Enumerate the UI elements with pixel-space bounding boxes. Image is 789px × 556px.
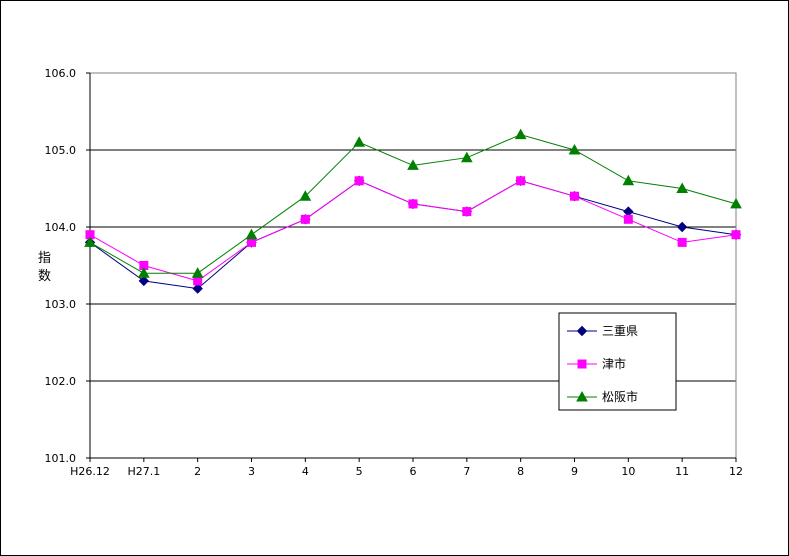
data-point	[460, 151, 473, 163]
legend-label: 松阪市	[602, 389, 638, 404]
legend-marker	[577, 359, 587, 369]
x-tick-label: 6	[410, 465, 417, 478]
x-tick-label: 10	[621, 465, 635, 478]
data-point	[84, 236, 96, 247]
data-point	[568, 143, 581, 155]
data-point	[731, 230, 741, 240]
x-tick-label: H26.12	[70, 465, 110, 478]
x-tick-label: 3	[248, 465, 255, 478]
data-point	[354, 176, 364, 186]
x-tick-label: 11	[675, 465, 689, 478]
data-point	[191, 267, 204, 278]
y-tick-label: 106.0	[45, 67, 77, 80]
y-tick-label: 101.0	[45, 452, 77, 465]
y-axis-label-char: 数	[38, 269, 51, 284]
y-axis-label: 指数	[38, 251, 51, 284]
series-group	[84, 128, 742, 294]
y-tick-label: 105.0	[45, 144, 77, 157]
y-axis: 101.0 102.0 103.0 104.0 105.0 106.0	[45, 67, 91, 465]
x-tick-label: 4	[302, 465, 309, 478]
data-point	[299, 190, 312, 201]
data-point	[462, 207, 472, 217]
y-tick-label: 102.0	[45, 375, 77, 388]
x-tick-label: 2	[194, 465, 201, 478]
series-2	[84, 128, 742, 278]
data-point	[193, 276, 203, 286]
legend-entry: 三重県	[567, 324, 638, 338]
legend-marker	[576, 390, 588, 402]
x-axis: H26.12 H27.1 2 3 4 5 6 7 8 9 10 11 12	[70, 457, 743, 478]
data-point	[516, 176, 526, 186]
x-tick-label: H27.1	[127, 465, 160, 478]
data-point	[138, 275, 150, 287]
data-point	[353, 136, 366, 147]
x-tick-label: 7	[463, 465, 470, 478]
data-point	[514, 128, 527, 140]
legend-label: 三重県	[602, 324, 638, 338]
data-point	[408, 199, 418, 209]
x-tick-label: 8	[517, 465, 524, 478]
data-point	[570, 191, 579, 201]
legend-label: 津市	[602, 356, 626, 371]
data-point	[677, 237, 687, 247]
data-point	[676, 182, 689, 193]
data-point	[192, 283, 203, 294]
data-point	[407, 159, 419, 170]
data-point	[137, 267, 150, 278]
data-point	[676, 221, 688, 233]
x-tick-label: 9	[571, 465, 578, 478]
data-point	[247, 237, 256, 247]
legend-entry: 津市	[567, 356, 626, 371]
y-tick-label: 104.0	[45, 221, 77, 234]
y-axis-label-char: 指	[38, 251, 51, 266]
data-point	[730, 197, 742, 209]
legend-entry: 松阪市	[567, 389, 638, 404]
data-point	[245, 228, 258, 240]
series-1	[85, 176, 741, 286]
data-point	[300, 214, 310, 224]
x-tick-label: 12	[729, 465, 743, 478]
data-point	[622, 174, 635, 186]
y-tick-label: 103.0	[45, 298, 77, 311]
data-point	[623, 214, 633, 224]
x-tick-label: 5	[356, 465, 363, 478]
legend-marker	[576, 325, 588, 337]
